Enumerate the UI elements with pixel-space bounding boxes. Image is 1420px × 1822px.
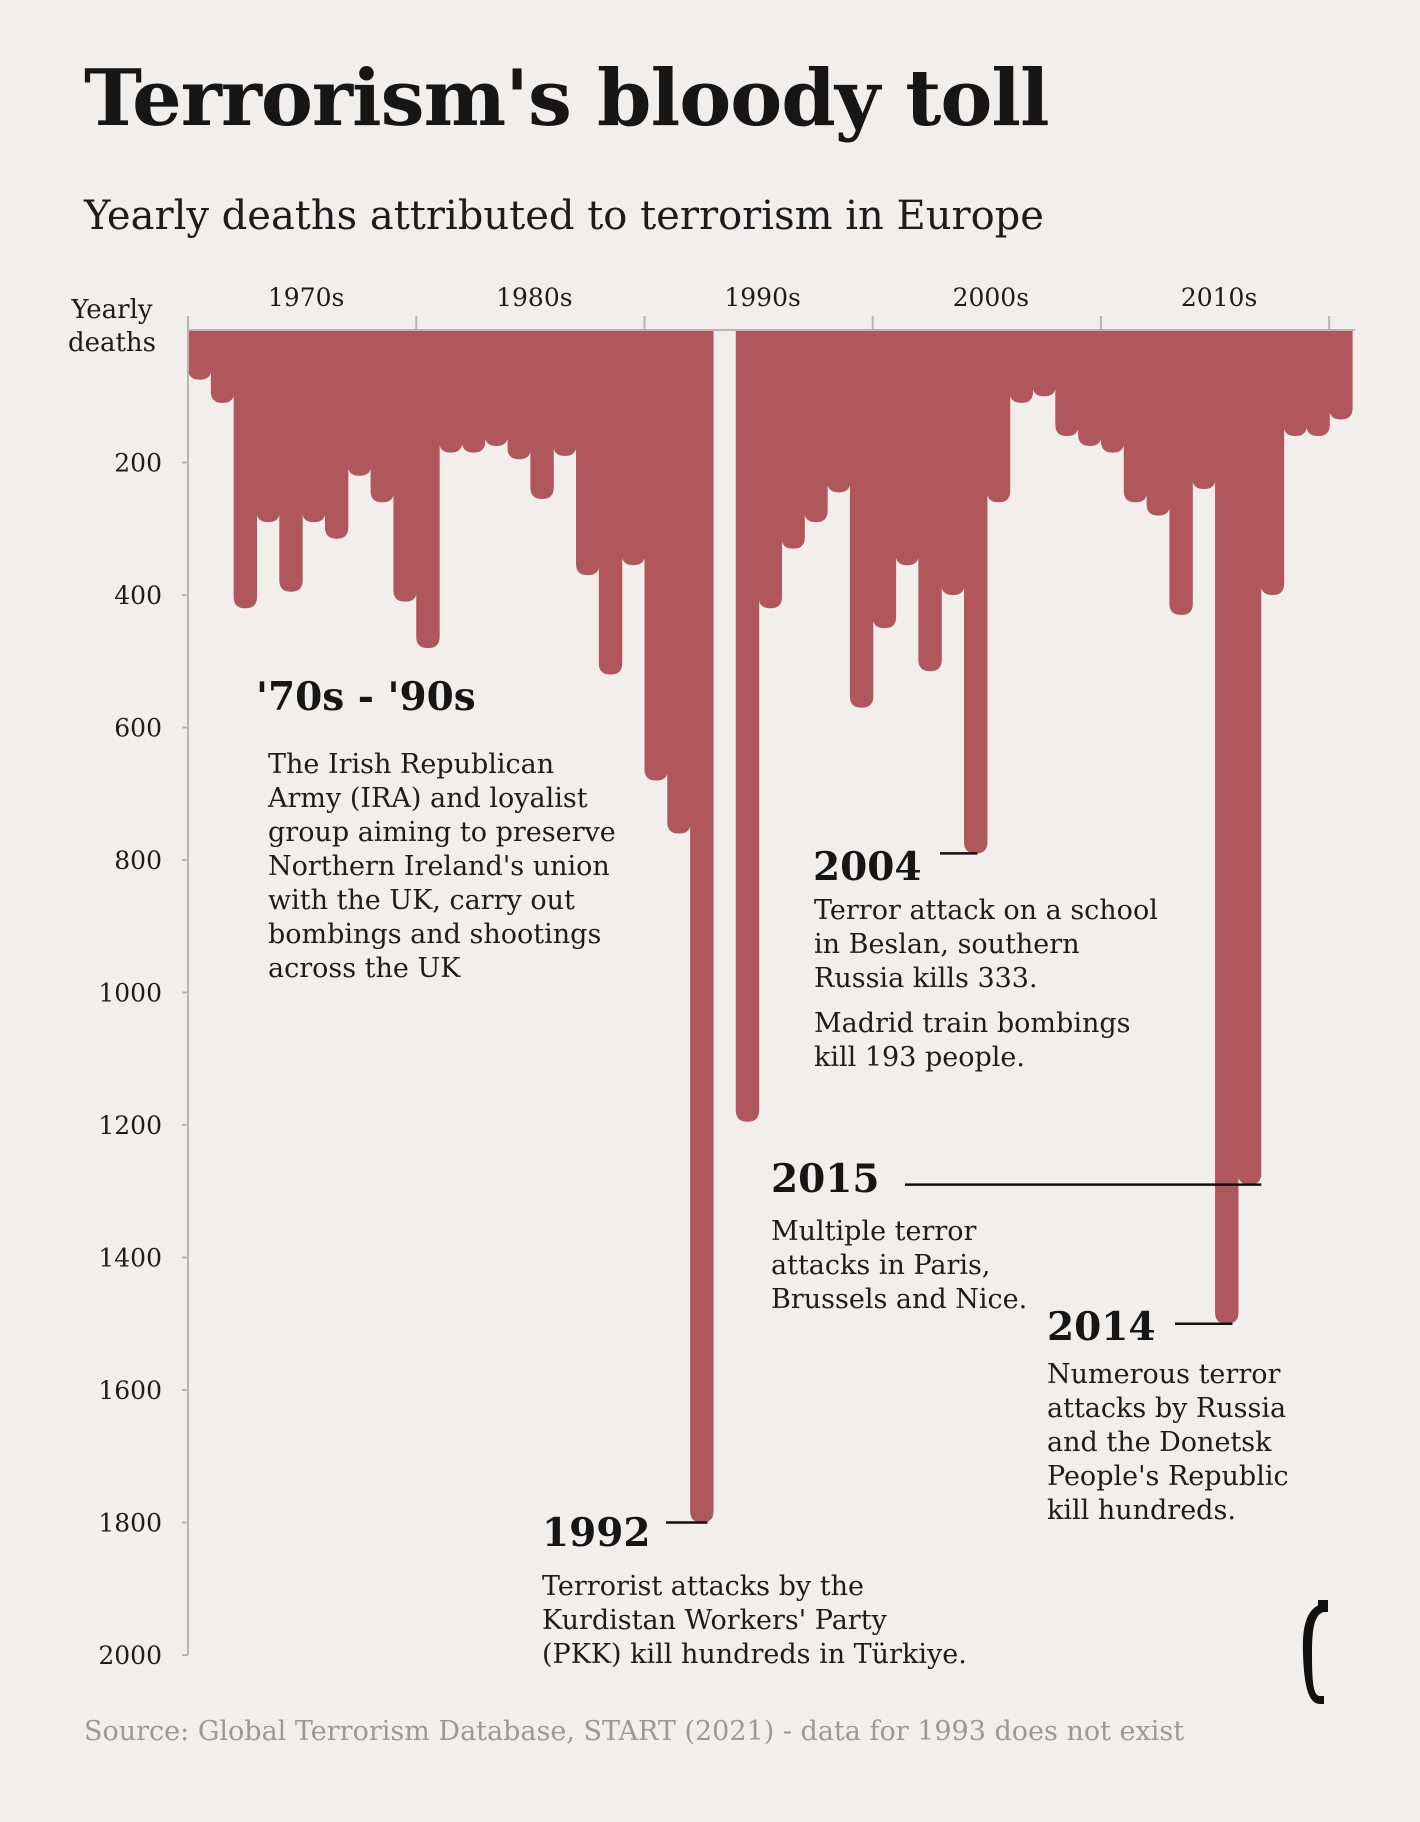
bar-2018 <box>1283 330 1307 436</box>
bar-1974 <box>279 330 303 592</box>
y-tick-label-1000: 1000 <box>98 979 162 1008</box>
source-note: Source: Global Terrorism Database, START… <box>84 1716 1185 1747</box>
bar-1970 <box>188 330 212 380</box>
axes-group: 200 400 600 800 1000 1200 1400 1600 1800 2000 Year… <box>68 283 1355 1670</box>
bar-2006 <box>1009 330 1034 403</box>
bar-1989 <box>621 330 646 566</box>
bar-2020 <box>1329 330 1353 420</box>
annotation-heading-1992: 1992 <box>542 1510 651 1556</box>
annotation-heading-2004: 2004 <box>813 844 922 890</box>
bar-1992 <box>690 330 714 1523</box>
y-tick-label-600: 600 <box>114 714 162 743</box>
bar-1990 <box>644 330 668 781</box>
bar-2008 <box>1055 330 1079 436</box>
bar-2010 <box>1100 330 1125 453</box>
economist-style-e-icon <box>1302 1600 1328 1704</box>
annotation-heading-70s-90s: '70s - '90s <box>256 674 476 720</box>
bar-2016 <box>1237 330 1262 1185</box>
bar-2012 <box>1146 330 1171 516</box>
y-tick-label-200: 200 <box>114 449 162 478</box>
decade-label-2010s: 2010s <box>1181 283 1257 312</box>
bar-2009 <box>1078 330 1102 446</box>
bar-1983 <box>484 330 509 446</box>
bar-1988 <box>598 330 623 675</box>
annotation-text-2004-madrid: Madrid train bombings kill 193 people. <box>814 1008 1131 1073</box>
decade-label-2000s: 2000s <box>953 283 1029 312</box>
y-tick-label-1200: 1200 <box>98 1111 162 1140</box>
bar-1981 <box>439 330 463 453</box>
annotation-text-70s-90s: The Irish Republican Army (IRA) and loya… <box>268 749 616 984</box>
bars-group <box>188 330 1353 1523</box>
y-tick-label-1400: 1400 <box>98 1244 162 1273</box>
bar-2011 <box>1123 330 1148 503</box>
bar-1978 <box>370 330 395 503</box>
bar-1985 <box>530 330 554 499</box>
y-tick-label-1600: 1600 <box>98 1376 162 1405</box>
bar-1973 <box>256 330 280 523</box>
bar-1991 <box>667 330 691 834</box>
bar-1982 <box>461 330 486 453</box>
bar-1998 <box>827 330 851 493</box>
decade-label-1990s: 1990s <box>724 283 800 312</box>
bar-2017 <box>1260 330 1285 595</box>
y-axis-label: Yearly deaths <box>68 295 156 358</box>
bar-2013 <box>1169 330 1193 615</box>
bar-2014 <box>1192 330 1216 489</box>
bar-2004 <box>964 330 988 854</box>
bar-1994 <box>735 330 760 1122</box>
bar-1971 <box>210 330 235 403</box>
annotation-text-2014: Numerous terror attacks by Russia and th… <box>1047 1359 1289 1526</box>
decade-label-1980s: 1980s <box>496 283 572 312</box>
chart-subtitle: Yearly deaths attributed to terrorism in… <box>84 193 1044 239</box>
bar-chart: 200 400 600 800 1000 1200 1400 1600 1800 2000 Year… <box>68 283 1355 1670</box>
bar-2000 <box>872 330 897 629</box>
bar-1997 <box>804 330 828 523</box>
annotation-text-1992: Terrorist attacks by the Kurdistan Worke… <box>542 1571 967 1670</box>
bar-2002 <box>918 330 942 672</box>
bar-2001 <box>895 330 919 566</box>
bar-1995 <box>758 330 783 609</box>
annotation-heading-2014: 2014 <box>1047 1304 1156 1350</box>
bar-1979 <box>393 330 417 602</box>
y-tick-label-800: 800 <box>114 846 162 875</box>
annotation-leaders <box>666 852 1262 1524</box>
bar-1980 <box>416 330 440 648</box>
annotation-text-2004: Terror attack on a school in Beslan, sou… <box>814 895 1158 994</box>
chart-title: Terrorism's bloody toll <box>84 53 1050 144</box>
bar-2007 <box>1032 330 1056 397</box>
y-tick-label-1800: 1800 <box>98 1509 162 1538</box>
decade-label-1970s: 1970s <box>268 283 344 312</box>
bar-1972 <box>233 330 258 609</box>
y-tick-label-400: 400 <box>114 581 162 610</box>
y-tick-label-2000: 2000 <box>98 1641 162 1670</box>
bar-1976 <box>324 330 349 539</box>
bar-1987 <box>576 330 600 576</box>
bar-1996 <box>781 330 805 549</box>
bar-1977 <box>347 330 372 476</box>
bar-2019 <box>1306 330 1330 436</box>
annotation-text-2015: Multiple terror attacks in Paris, Brusse… <box>771 1216 1028 1315</box>
bar-2003 <box>941 330 965 595</box>
annotation-heading-2015: 2015 <box>771 1156 880 1202</box>
bar-1999 <box>849 330 874 708</box>
bar-1975 <box>302 330 326 523</box>
bar-2005 <box>986 330 1011 503</box>
bar-1986 <box>553 330 577 456</box>
bar-1984 <box>507 330 531 460</box>
bar-2015 <box>1215 330 1239 1324</box>
